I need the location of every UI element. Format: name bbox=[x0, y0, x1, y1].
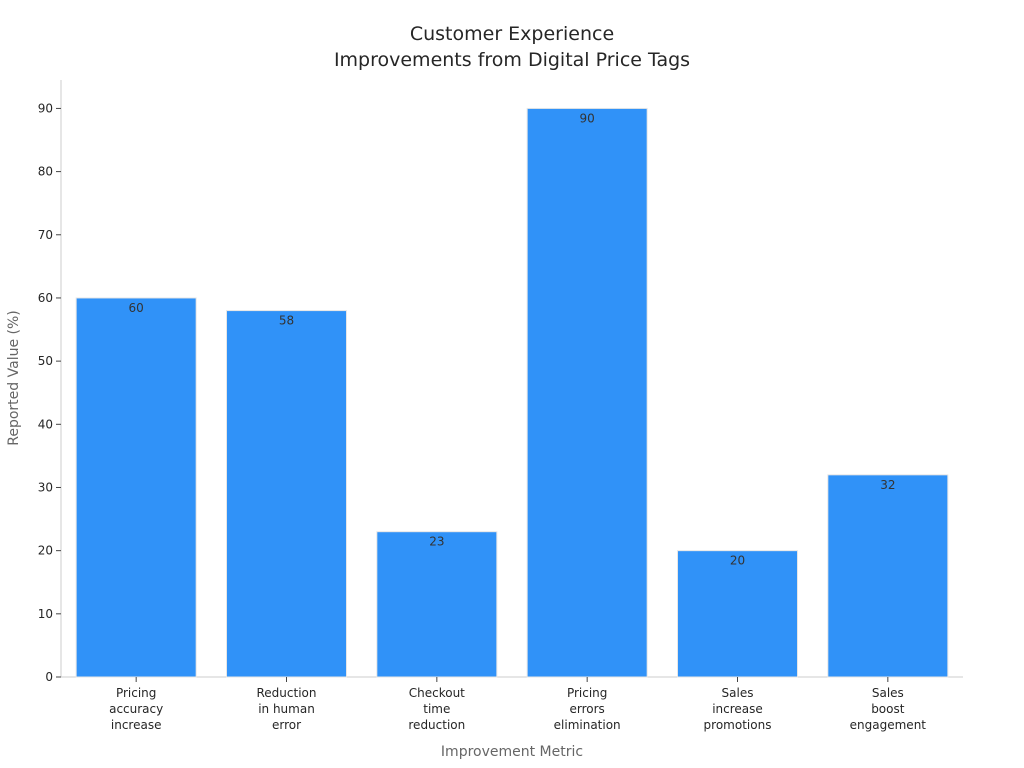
y-tick-label: 10 bbox=[38, 607, 53, 621]
chart-title: Customer Experience Improvements from Di… bbox=[334, 23, 690, 71]
bar bbox=[677, 550, 798, 678]
x-category-label: Pricing accuracy increase bbox=[109, 686, 163, 732]
bar bbox=[827, 474, 949, 678]
x-category-label: Reduction in human error bbox=[257, 686, 317, 732]
y-tick-label: 90 bbox=[38, 101, 53, 115]
y-tick-label: 40 bbox=[38, 417, 53, 431]
data-labels: 60 58 23 90 20 32 bbox=[129, 111, 896, 567]
y-tick-label: 30 bbox=[38, 480, 53, 494]
bar-value-label: 20 bbox=[730, 554, 745, 568]
x-axis-title: Improvement Metric bbox=[441, 744, 583, 760]
y-axis-ticks: 0 10 20 30 40 50 60 70 80 90 bbox=[38, 101, 61, 684]
bars bbox=[75, 107, 949, 678]
chart-title-line-2: Improvements from Digital Price Tags bbox=[334, 49, 690, 71]
y-axis-title: Reported Value (%) bbox=[6, 310, 22, 445]
y-tick-label: 80 bbox=[38, 165, 53, 179]
bar bbox=[75, 297, 197, 678]
bar-value-label: 90 bbox=[580, 111, 595, 125]
y-tick-label: 0 bbox=[45, 670, 53, 684]
bar bbox=[226, 310, 347, 678]
chart-title-line-1: Customer Experience bbox=[410, 23, 614, 45]
bar-value-label: 60 bbox=[129, 301, 144, 315]
x-axis-category-labels: Pricing accuracy increase Reduction in human… bbox=[109, 677, 926, 732]
axes bbox=[60, 80, 963, 678]
bar bbox=[376, 531, 498, 678]
y-tick-label: 50 bbox=[38, 354, 53, 368]
y-tick-label: 20 bbox=[38, 544, 53, 558]
bar-value-label: 23 bbox=[429, 535, 444, 549]
y-tick-label: 70 bbox=[38, 228, 53, 242]
bar-value-label: 32 bbox=[880, 478, 895, 492]
x-category-label: Pricing errors elimination bbox=[554, 686, 621, 732]
x-category-label: Sales boost engagement bbox=[850, 686, 927, 732]
x-category-label: Sales increase promotions bbox=[704, 686, 772, 732]
bar-value-label: 58 bbox=[279, 314, 294, 328]
x-category-label: Checkout time reduction bbox=[408, 686, 465, 732]
y-tick-label: 60 bbox=[38, 291, 53, 305]
bar bbox=[526, 107, 648, 678]
